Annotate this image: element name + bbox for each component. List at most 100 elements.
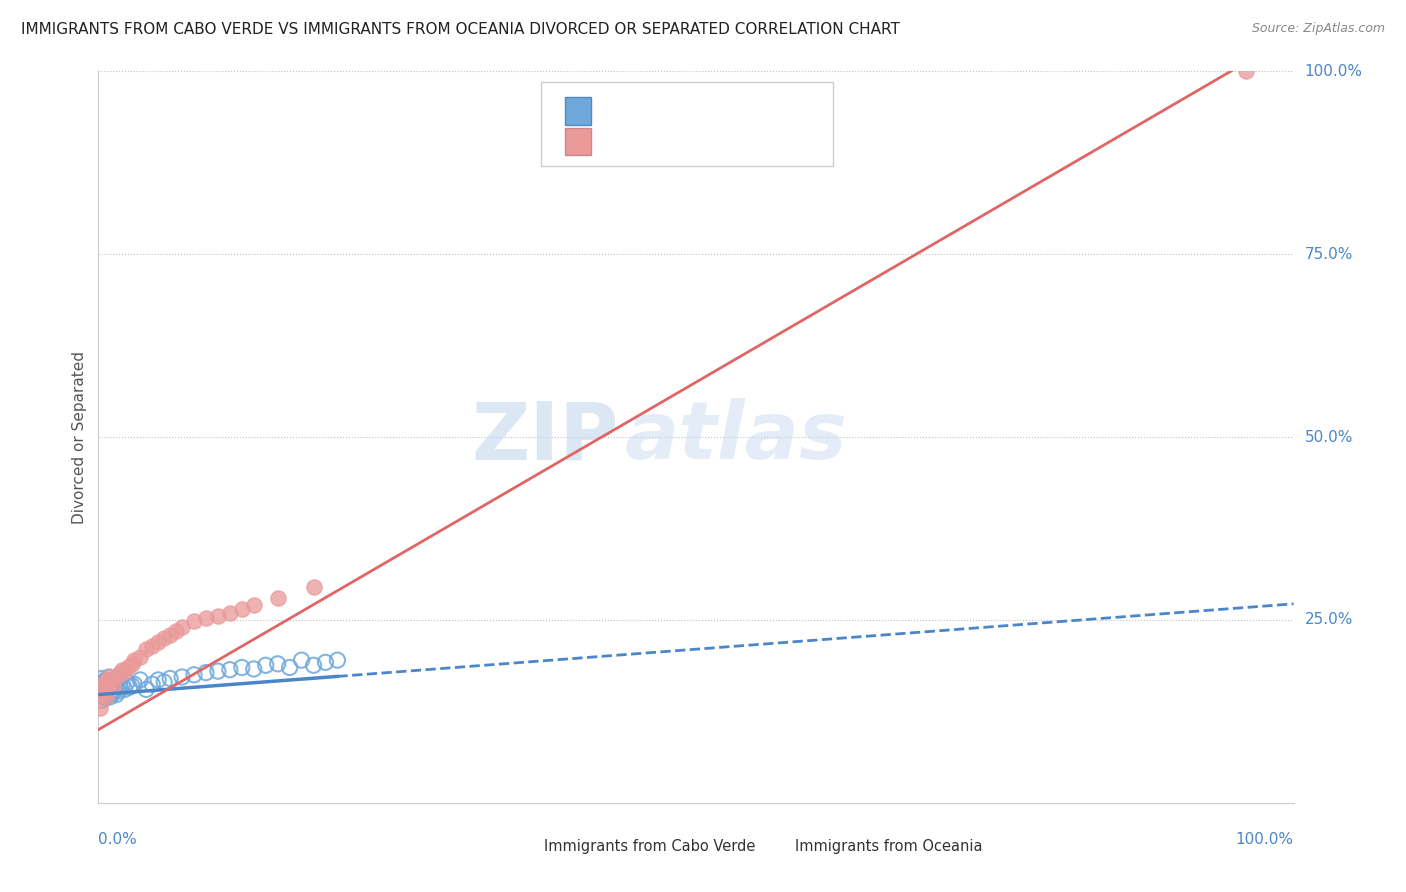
Point [1234,64,1257,78]
Point [107,684,129,698]
Point [315,656,337,670]
Point [103,682,125,697]
Point [148,635,170,649]
Point [97,680,120,694]
Point [291,653,314,667]
Point [153,675,176,690]
Point [121,657,143,671]
Point [148,673,170,687]
Point [141,639,163,653]
Point [135,642,157,657]
Point [302,580,325,594]
Point [98,680,122,694]
Point [183,667,205,681]
Point [93,686,115,700]
Point [326,653,349,667]
Point [159,672,181,686]
Point [108,680,131,694]
Point [98,688,121,702]
Point [267,591,290,605]
Point [243,599,266,613]
FancyBboxPatch shape [541,82,834,167]
Point [94,691,117,706]
Text: 0.0%: 0.0% [98,832,138,847]
Point [124,653,146,667]
Point [91,690,114,704]
Point [97,682,120,697]
Point [243,662,266,676]
Point [302,658,325,673]
Y-axis label: Divorced or Separated: Divorced or Separated [72,351,87,524]
Text: IMMIGRANTS FROM CABO VERDE VS IMMIGRANTS FROM OCEANIA DIVORCED OR SEPARATED CORR: IMMIGRANTS FROM CABO VERDE VS IMMIGRANTS… [21,22,900,37]
Point [105,688,128,702]
Point [101,686,124,700]
Bar [762,838,787,856]
Point [91,693,114,707]
Point [98,670,121,684]
Point [104,672,127,686]
Point [91,682,114,697]
Bar [565,97,591,125]
Text: Source: ZipAtlas.com: Source: ZipAtlas.com [1251,22,1385,36]
Point [111,663,134,677]
Text: 100.0%: 100.0% [1305,64,1362,78]
Point [94,690,117,704]
Text: atlas: atlas [624,398,846,476]
Point [141,677,163,691]
Point [121,679,143,693]
Point [114,664,136,678]
Text: 50.0%: 50.0% [1305,430,1353,444]
Point [100,676,122,690]
Point [153,632,176,646]
Point [183,615,205,629]
Text: N = 53: N = 53 [690,103,752,120]
Point [93,675,115,690]
Point [104,679,127,693]
Text: 75.0%: 75.0% [1305,247,1353,261]
Point [231,602,253,616]
Point [118,680,141,694]
Point [207,664,229,678]
Point [107,672,129,686]
Point [90,688,112,702]
Point [93,684,115,698]
Point [94,673,117,687]
Point [98,675,122,690]
Point [219,606,242,620]
Point [231,660,253,674]
Point [111,677,134,691]
Bar [510,838,537,856]
Point [97,677,120,691]
Text: ZIP: ZIP [471,398,619,476]
Point [115,675,138,690]
Text: 100.0%: 100.0% [1236,832,1294,847]
Point [98,690,122,704]
Text: 25.0%: 25.0% [1305,613,1353,627]
Point [91,672,114,686]
Point [195,665,218,680]
Point [108,665,131,680]
Point [278,660,301,674]
Point [90,677,112,691]
Point [135,682,157,697]
Point [172,620,194,634]
Text: R = 0.819: R = 0.819 [600,134,690,152]
Text: Immigrants from Cabo Verde: Immigrants from Cabo Verde [544,839,755,855]
Point [107,667,129,681]
Point [267,657,290,671]
Point [117,660,139,674]
Point [159,627,181,641]
Point [98,670,121,684]
Point [101,679,124,693]
Point [129,649,152,664]
Point [207,609,229,624]
Point [96,686,118,700]
Point [96,673,118,687]
Text: N = 36: N = 36 [690,134,752,152]
Point [129,673,152,687]
Point [219,663,242,677]
Point [254,658,277,673]
Point [89,682,111,697]
Bar [565,128,591,155]
Point [90,688,112,702]
